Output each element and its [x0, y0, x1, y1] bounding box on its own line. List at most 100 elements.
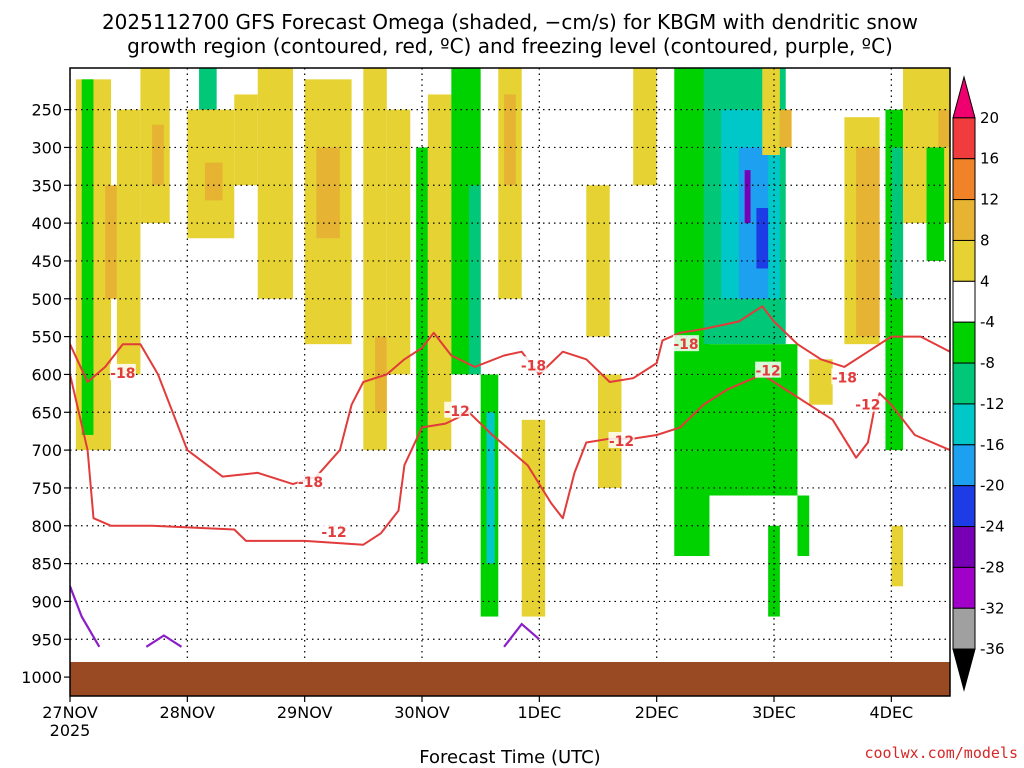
y-tick-label-1000: 1000: [21, 668, 62, 687]
colorbar-label--36: -36: [980, 640, 1005, 658]
colorbar-swatch-9: [952, 444, 976, 487]
colorbar-swatch-5: [952, 280, 976, 323]
x-tick-label-3dec: 3DEC: [752, 703, 796, 722]
contour-label-bg: [854, 395, 881, 412]
contour-label-bg: [673, 335, 699, 352]
colorbar-swatch-12: [952, 566, 976, 609]
colorbar-swatch-11: [952, 526, 976, 568]
contour-label--18: -18: [832, 370, 857, 386]
contour-label--12: -12: [321, 525, 346, 541]
omega-region-3: [116, 109, 141, 375]
freezing-contour-2: [503, 622, 541, 648]
colorbar-swatch-bottom: [952, 648, 976, 692]
y-tick-label-350: 350: [31, 176, 62, 195]
contour-label-bg: [831, 368, 858, 385]
chart-title-line-1: 2025112700 GFS Forecast Omega (shaded, −…: [102, 10, 918, 34]
contour-label--12: -12: [609, 434, 634, 450]
omega-region-19: [468, 185, 481, 375]
omega-region-41: [809, 359, 833, 405]
colorbar-label--28: -28: [980, 558, 1005, 576]
colorbar-swatch-7: [952, 362, 976, 405]
y-tick-label-700: 700: [31, 441, 62, 460]
omega-region-8: [204, 162, 223, 201]
colorbar-label--24: -24: [980, 518, 1005, 536]
omega-region-47: [891, 147, 904, 299]
colorbar-swatch-6: [952, 321, 976, 364]
colorbar-label--16: -16: [980, 436, 1005, 454]
contour--12: [70, 373, 950, 546]
omega-region-37: [797, 495, 810, 557]
omega-region-17: [427, 94, 452, 451]
y-tick-label-500: 500: [31, 290, 62, 309]
freezing-contour-1: [145, 634, 183, 648]
omega-region-45: [856, 147, 880, 337]
y-tick-label-600: 600: [31, 365, 62, 384]
colorbar: 20 16 12 8 4 -4 -8 -12 -16 -20 -24 -28 -32 -36: [952, 75, 1005, 692]
colorbar-swatch-top: [952, 75, 976, 119]
x-axis-year-label: 2025: [50, 721, 91, 740]
contour-label--18: -18: [298, 475, 323, 491]
omega-shading: [75, 68, 950, 617]
colorbar-swatch-2: [952, 158, 976, 201]
omega-region-16: [416, 147, 428, 564]
omega-region-34: [744, 170, 751, 224]
omega-region-21: [486, 412, 495, 564]
colorbar-swatch-13: [952, 607, 976, 650]
x-tick-label-4dec: 4DEC: [869, 703, 913, 722]
colorbar-swatch-10: [952, 485, 976, 528]
y-tick-label-750: 750: [31, 479, 62, 498]
omega-region-10: [257, 68, 293, 299]
colorbar-swatch-8: [952, 403, 976, 446]
x-tick-label-2dec: 2DEC: [635, 703, 679, 722]
colorbar-label-16: 16: [980, 150, 999, 168]
y-tick-label-450: 450: [31, 252, 62, 271]
contour-label-bg: [520, 356, 547, 373]
contour-label-bg: [608, 432, 635, 449]
omega-region-9: [234, 94, 258, 186]
x-tick-label-30nov: 30NOV: [394, 703, 450, 722]
colorbar-label--8: -8: [980, 354, 995, 372]
colorbar-label-12: 12: [980, 191, 999, 209]
omega-region-23: [504, 94, 516, 186]
contour-label--18: -18: [110, 366, 135, 382]
contour-label--18: -18: [521, 358, 546, 374]
colorbar-label-20: 20: [980, 109, 999, 127]
y-tick-label-650: 650: [31, 403, 62, 422]
omega-region-49: [938, 109, 950, 148]
y-tick-label-850: 850: [31, 555, 62, 574]
x-axis: 27NOV 28NOV 29NOV 30NOV 1DEC 2DEC 3DEC 4DEC: [42, 696, 913, 722]
colorbar-swatch-3: [952, 199, 976, 241]
colorbar-swatch-1: [952, 117, 976, 160]
omega-region-50: [926, 147, 945, 261]
omega-region-14: [386, 109, 411, 375]
y-tick-label-900: 900: [31, 592, 62, 611]
omega-region-40: [779, 109, 792, 148]
colorbar-swatch-4: [952, 239, 976, 282]
terrain-ground: [70, 662, 950, 696]
contour--18: [70, 305, 950, 486]
freezing-contour-0: [70, 585, 101, 648]
y-tick-label-950: 950: [31, 630, 62, 649]
x-tick-label-29nov: 29NOV: [277, 703, 333, 722]
dendritic-growth-contours: -18 -18 -18 -18 -18 -12 -12 -12 -12 -12: [70, 305, 950, 546]
contour-label--12: -12: [855, 398, 880, 414]
omega-region-39: [762, 68, 780, 156]
y-axis: 250 300 350 400 450 500 550 600 650 700 750 800 850 9…: [21, 101, 70, 687]
omega-region-1: [105, 185, 117, 299]
colorbar-label-8: 8: [980, 231, 990, 249]
x-tick-label-28nov: 28NOV: [160, 703, 216, 722]
omega-region-15: [375, 336, 387, 413]
omega-region-35: [703, 344, 798, 496]
plot-area: -18 -18 -18 -18 -18 -12 -12 -12 -12 -12: [70, 68, 950, 696]
plot-frame: [69, 67, 951, 697]
omega-region-27: [633, 68, 657, 186]
x-tick-label-1dec: 1DEC: [517, 703, 561, 722]
omega-region-24: [521, 419, 546, 617]
contour-label-bg: [321, 522, 347, 539]
omega-region-33: [756, 207, 769, 269]
chart-title-line-2: growth region (contoured, red, ºC) and f…: [127, 34, 893, 58]
contour-label--18: -18: [673, 337, 698, 353]
colorbar-label--20: -20: [980, 477, 1005, 495]
contour-label-bg: [109, 363, 136, 380]
omega-region-5: [152, 124, 164, 186]
